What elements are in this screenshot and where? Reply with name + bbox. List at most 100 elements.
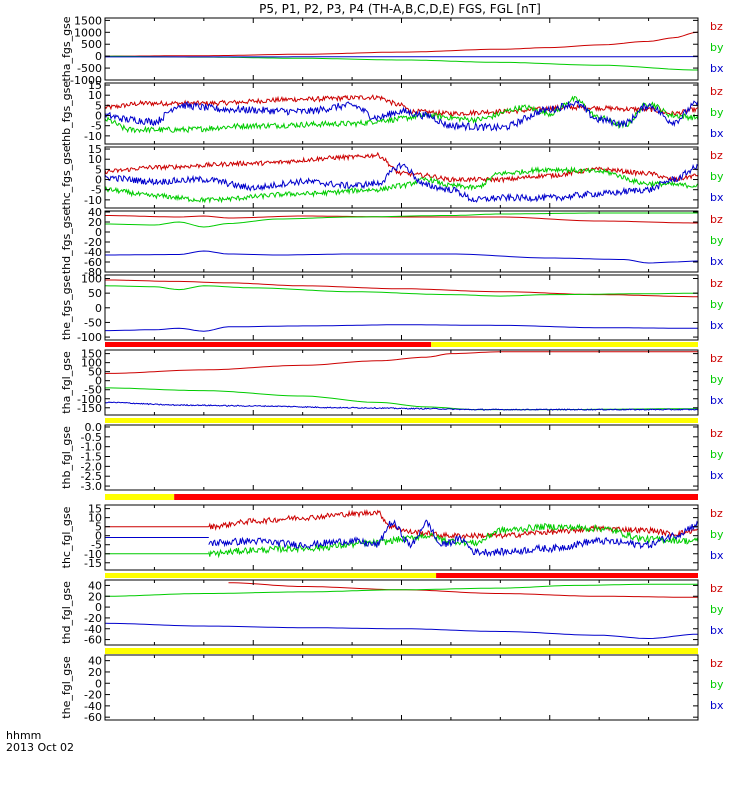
legend-by: by (710, 106, 724, 119)
state-bar-yellow (431, 342, 698, 347)
legend-by: by (710, 298, 724, 311)
series-bz-line (105, 31, 698, 57)
ytick-label: 15 (88, 143, 102, 156)
ytick-label: 0 (95, 375, 102, 388)
ytick-label: 500 (81, 38, 102, 51)
series-bx-line (105, 324, 698, 332)
ytick-label: 100 (81, 357, 102, 370)
ytick-label: 40 (88, 579, 102, 592)
ytick-label: -100 (77, 393, 102, 406)
ytick-label: 5 (95, 163, 102, 176)
series-bx-line (105, 161, 698, 203)
ytick-label: 0.0 (85, 421, 103, 434)
panel-ylabel: the_fgl_gse (60, 656, 73, 719)
series-bx-line (105, 250, 698, 264)
ytick-label: -100 (77, 331, 102, 344)
ytick-label: 10 (88, 89, 102, 102)
series-bx-line (105, 622, 698, 640)
ytick-label: -5 (91, 184, 102, 197)
legend-by: by (710, 528, 724, 541)
plot-title: P5, P1, P2, P3, P4 (TH-A,B,C,D,E) FGS, F… (259, 2, 541, 16)
state-bar-red (174, 494, 698, 500)
series-bz-line (208, 508, 698, 540)
panel-frame (104, 17, 699, 81)
ytick-label: 40 (88, 206, 102, 219)
series-bx-line (105, 99, 698, 132)
series-bx-line (105, 401, 698, 411)
ytick-label: 0 (95, 110, 102, 123)
legend-by: by (710, 678, 724, 691)
ytick-label: -1.5 (81, 451, 102, 464)
legend-bx: bx (710, 319, 724, 332)
ytick-label: 0 (95, 530, 102, 543)
ytick-label: 0 (95, 302, 102, 315)
ytick-label: -150 (77, 402, 102, 415)
panel-ylabel: thc_fgs_gse (60, 145, 73, 210)
legend-bx: bx (710, 62, 724, 75)
ytick-label: 20 (88, 590, 102, 603)
ytick-label: 1500 (74, 14, 102, 27)
legend-bx: bx (710, 191, 724, 204)
panel-ylabel: thd_fgs_gse (60, 209, 73, 275)
legend-bz: bz (710, 213, 723, 226)
ytick-label: -2.5 (81, 470, 102, 483)
legend-bz: bz (710, 20, 723, 33)
ytick-label: 0 (95, 601, 102, 614)
series-bz-line (105, 151, 698, 184)
legend-bx: bx (710, 624, 724, 637)
legend-bx: bx (710, 394, 724, 407)
ytick-label: 100 (81, 273, 102, 286)
ytick-label: -15 (84, 557, 102, 570)
panel-ylabel: the_fgs_gse (60, 275, 73, 340)
legend-bz: bz (710, 657, 723, 670)
ytick-label: -50 (84, 316, 102, 329)
ytick-label: -10 (84, 194, 102, 207)
ytick-label: 0 (95, 174, 102, 187)
panel-ylabel: tha_fgs_gse (60, 16, 73, 81)
ytick-label: -1.0 (81, 441, 102, 454)
ytick-label: 10 (88, 153, 102, 166)
series-by-line (105, 55, 698, 71)
legend-bx: bx (710, 469, 724, 482)
panel-ylabel: tha_fgl_gse (60, 351, 73, 414)
ytick-label: 0 (95, 50, 102, 63)
date-label: 2013 Oct 02 (6, 741, 74, 754)
series-bz-line (105, 351, 698, 374)
ytick-label: 0 (95, 226, 102, 239)
ytick-label: -40 (84, 246, 102, 259)
ytick-label: -3.0 (81, 480, 102, 493)
ytick-label: 40 (88, 655, 102, 668)
legend-by: by (710, 448, 724, 461)
panel-frame (104, 654, 699, 721)
ytick-label: -40 (84, 623, 102, 636)
legend-by: by (710, 234, 724, 247)
panel-thb_fgl_gse: 0.0-0.5-1.0-1.5-2.0-2.5-3.0 thb_fgl_gse bz… (60, 421, 724, 493)
legend-by: by (710, 373, 724, 386)
series-by-line (105, 165, 698, 204)
ytick-label: -40 (84, 700, 102, 713)
panel-ylabel: thb_fgl_gse (60, 426, 73, 489)
ytick-label: -20 (84, 689, 102, 702)
ytick-label: 0 (95, 677, 102, 690)
time-axis-label: hhmm (6, 729, 41, 742)
legend-bz: bz (710, 277, 723, 290)
series-by-line (105, 285, 698, 297)
series-bx-line (208, 519, 698, 558)
panel-ylabel: thd_fgl_gse (60, 581, 73, 644)
state-bar-yellow (105, 494, 175, 500)
ytick-label: -60 (84, 256, 102, 269)
series-by-line (208, 522, 698, 559)
series-by-line (105, 95, 698, 134)
ytick-label: -2.0 (81, 460, 102, 473)
ytick-label: -50 (84, 384, 102, 397)
series-bz-line (105, 94, 698, 117)
legend-bz: bz (710, 352, 723, 365)
state-bar-red (436, 573, 698, 578)
ytick-label: -60 (84, 711, 102, 724)
series-bz-line (105, 215, 698, 224)
